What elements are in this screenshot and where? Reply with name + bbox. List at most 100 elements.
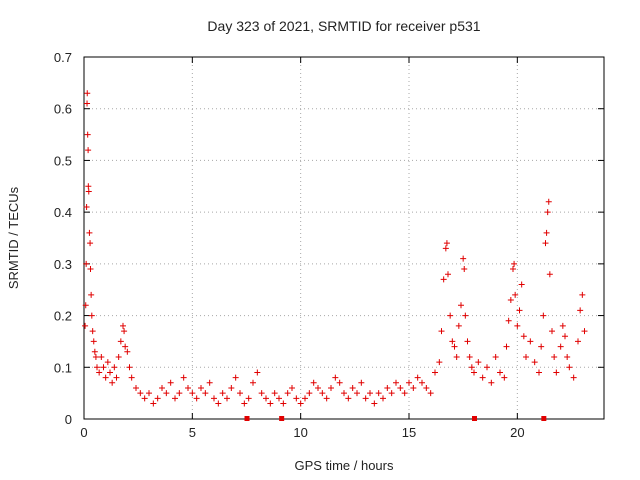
x-tick-label-4: 20 xyxy=(510,425,524,440)
data-point-0-115 xyxy=(451,343,458,350)
data-point-0-110 xyxy=(442,245,449,252)
data-point-0-106 xyxy=(432,369,438,376)
data-point-0-83 xyxy=(332,374,339,381)
data-point-0-21 xyxy=(98,353,105,360)
data-point-0-46 xyxy=(172,395,178,402)
data-point-0-35 xyxy=(126,364,133,371)
data-point-0-93 xyxy=(375,390,382,397)
data-point-0-96 xyxy=(388,390,395,397)
y-tick-label-7: 0.7 xyxy=(54,50,72,65)
data-point-0-89 xyxy=(358,379,365,386)
data-point-0-98 xyxy=(397,384,404,391)
data-point-0-24 xyxy=(104,359,111,366)
data-point-0-153 xyxy=(546,271,553,278)
y-tick-label-0: 0 xyxy=(65,412,72,427)
data-point-0-122 xyxy=(464,338,471,345)
data-point-0-19 xyxy=(94,364,100,371)
data-point-0-78 xyxy=(310,379,317,386)
data-gap-markers xyxy=(244,416,547,421)
data-point-0-125 xyxy=(471,369,477,376)
data-point-0-90 xyxy=(362,395,369,402)
y-tick-label-5: 0.5 xyxy=(54,153,72,168)
data-points xyxy=(82,90,588,407)
data-point-0-129 xyxy=(488,379,495,386)
data-point-0-18 xyxy=(92,353,99,360)
y-tick-label-4: 0.4 xyxy=(54,205,72,220)
data-point-0-72 xyxy=(284,390,291,397)
data-point-0-142 xyxy=(520,333,527,340)
data-point-0-165 xyxy=(579,291,586,298)
data-point-0-164 xyxy=(577,307,584,314)
data-point-0-146 xyxy=(536,369,542,376)
data-point-0-87 xyxy=(349,384,356,391)
data-point-0-135 xyxy=(507,297,514,304)
data-point-0-77 xyxy=(306,390,313,397)
data-point-0-107 xyxy=(436,359,443,366)
data-point-0-71 xyxy=(280,400,287,407)
grid-lines xyxy=(84,57,604,419)
data-point-0-5 xyxy=(84,90,91,97)
data-point-0-28 xyxy=(113,374,120,381)
data-point-0-16 xyxy=(90,338,97,345)
data-point-0-12 xyxy=(87,266,94,273)
data-point-0-144 xyxy=(527,338,534,345)
data-point-0-163 xyxy=(575,338,581,345)
data-gap-marker-1 xyxy=(279,416,285,421)
data-point-0-70 xyxy=(276,395,282,402)
data-point-0-42 xyxy=(154,395,161,402)
data-point-0-113 xyxy=(447,312,454,319)
data-point-0-80 xyxy=(319,390,326,397)
data-point-0-117 xyxy=(455,322,462,329)
data-point-0-133 xyxy=(503,343,510,350)
data-point-0-137 xyxy=(511,260,518,267)
data-point-0-36 xyxy=(128,374,135,381)
x-tick-label-0: 0 xyxy=(80,425,87,440)
data-point-0-40 xyxy=(146,390,152,397)
data-point-0-150 xyxy=(543,229,550,236)
data-point-0-43 xyxy=(159,384,165,391)
data-point-0-30 xyxy=(117,338,124,345)
data-point-0-138 xyxy=(512,291,519,298)
data-point-0-9 xyxy=(85,188,92,195)
data-point-0-128 xyxy=(484,364,490,371)
data-point-0-58 xyxy=(224,395,230,402)
data-point-0-149 xyxy=(542,240,549,247)
data-point-0-29 xyxy=(115,353,122,360)
data-point-0-79 xyxy=(315,384,321,391)
data-point-0-31 xyxy=(120,322,126,329)
chart-title: Day 323 of 2021, SRMTID for receiver p53… xyxy=(207,18,480,34)
data-point-0-54 xyxy=(206,379,213,386)
data-point-0-136 xyxy=(510,266,516,273)
data-point-0-99 xyxy=(401,390,408,397)
data-point-0-154 xyxy=(549,328,555,335)
data-point-0-100 xyxy=(406,379,412,386)
data-point-0-131 xyxy=(497,369,503,376)
data-point-0-130 xyxy=(492,353,499,360)
data-point-0-132 xyxy=(501,374,508,381)
data-point-0-109 xyxy=(440,276,447,283)
data-point-0-6 xyxy=(84,131,91,138)
data-point-0-64 xyxy=(250,379,256,386)
data-point-0-74 xyxy=(293,395,300,402)
data-point-0-27 xyxy=(111,364,118,371)
data-point-0-17 xyxy=(91,348,98,355)
data-point-0-81 xyxy=(323,395,330,402)
data-point-0-158 xyxy=(559,322,566,329)
data-point-0-127 xyxy=(479,374,486,381)
data-point-0-55 xyxy=(211,395,217,402)
data-point-0-57 xyxy=(219,390,226,397)
x-axis-label: GPS time / hours xyxy=(295,458,394,473)
data-point-0-41 xyxy=(150,400,157,407)
data-point-0-69 xyxy=(271,390,278,397)
data-point-0-37 xyxy=(133,384,139,391)
x-tick-label-1: 5 xyxy=(189,425,196,440)
data-point-0-91 xyxy=(367,390,373,397)
data-point-0-2 xyxy=(83,260,90,267)
data-point-0-145 xyxy=(531,359,538,366)
data-point-0-157 xyxy=(557,343,564,350)
data-point-0-134 xyxy=(505,317,512,324)
data-point-0-3 xyxy=(83,203,90,210)
data-point-0-85 xyxy=(341,390,347,397)
data-point-0-159 xyxy=(562,333,568,340)
data-point-0-22 xyxy=(100,364,107,371)
